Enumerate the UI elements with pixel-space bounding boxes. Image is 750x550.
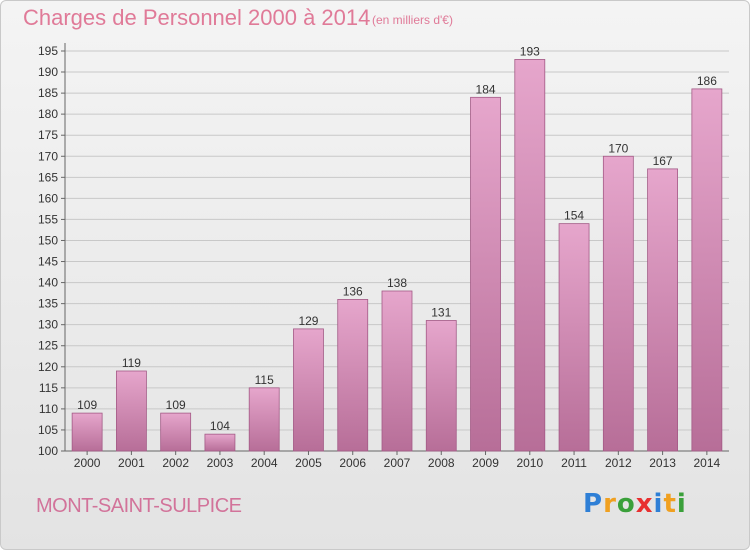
bar-value-label: 154 [564, 209, 584, 223]
x-tick-label: 2013 [649, 456, 676, 470]
y-tick-label: 150 [38, 233, 58, 247]
logo-letter: i [676, 489, 687, 519]
bar [116, 370, 147, 452]
x-tick-label: 2003 [207, 456, 234, 470]
bar-value-label: 109 [166, 398, 186, 412]
bar-value-label: 115 [255, 373, 274, 387]
y-tick-label: 110 [39, 402, 58, 416]
x-tick-label: 2000 [74, 456, 101, 470]
x-tick-label: 2004 [251, 456, 278, 470]
bar [691, 88, 723, 452]
chart-title: Charges de Personnel 2000 à 2014 [23, 5, 371, 30]
bar-value-label: 129 [298, 314, 318, 328]
bar [647, 168, 678, 452]
bar-value-label: 138 [387, 276, 407, 290]
bar [602, 155, 634, 452]
logo-letter: r [603, 489, 617, 519]
x-tick-label: 2006 [339, 456, 366, 470]
bar-value-label: 119 [122, 356, 141, 370]
y-tick-label: 130 [38, 318, 58, 332]
y-tick-label: 115 [39, 381, 58, 395]
y-tick-label: 155 [38, 212, 58, 226]
logo-letter: x [635, 489, 654, 519]
bar [248, 387, 280, 452]
y-tick-label: 140 [38, 276, 58, 290]
bar-value-label: 193 [520, 44, 540, 58]
bar-value-label: 184 [476, 82, 496, 96]
x-tick-label: 2008 [428, 456, 455, 470]
y-tick-label: 160 [38, 191, 58, 205]
bar [71, 412, 103, 452]
bar [558, 223, 590, 452]
y-tick-label: 180 [38, 107, 58, 121]
y-tick-label: 190 [38, 65, 58, 79]
logo-letter: i [653, 489, 664, 519]
bar-value-label: 109 [77, 398, 97, 412]
bar [204, 433, 236, 452]
bar [470, 96, 501, 452]
bar-value-label: 136 [343, 284, 363, 298]
x-tick-label: 2001 [118, 456, 145, 470]
bar-value-label: 167 [653, 154, 673, 168]
bar-value-label: 186 [697, 74, 717, 88]
y-tick-label: 195 [38, 44, 58, 58]
y-tick-label: 100 [38, 444, 58, 458]
y-tick-label: 105 [38, 423, 58, 437]
bar-value-label: 170 [608, 141, 628, 155]
x-tick-label: 2009 [472, 456, 499, 470]
x-tick-label: 2010 [516, 456, 543, 470]
y-tick-label: 185 [38, 86, 58, 100]
y-tick-label: 120 [38, 360, 58, 374]
x-tick-label: 2012 [605, 456, 632, 470]
x-tick-label: 2011 [561, 456, 587, 470]
bar-value-label: 104 [210, 419, 230, 433]
bar [293, 328, 324, 452]
x-tick-label: 2007 [384, 456, 411, 470]
bar [514, 59, 546, 452]
bar-value-label: 131 [431, 305, 451, 319]
y-tick-label: 175 [38, 128, 58, 142]
logo-letter: t [663, 489, 677, 519]
logo-letter: P [583, 489, 604, 519]
y-tick-label: 135 [38, 297, 58, 311]
y-tick-label: 165 [38, 170, 58, 184]
chart-subtitle: (en milliers d'€) [372, 13, 453, 27]
bar [381, 290, 413, 452]
proxiti-logo: Proxiti [583, 489, 687, 519]
y-tick-label: 145 [38, 255, 58, 269]
bar [160, 412, 192, 452]
commune-name: MONT-SAINT-SULPICE [36, 495, 242, 517]
logo-letter: o [616, 489, 636, 519]
y-tick-label: 125 [38, 339, 58, 353]
y-tick-label: 170 [38, 149, 58, 163]
bar [425, 320, 457, 452]
x-tick-label: 2014 [694, 456, 721, 470]
bar [337, 299, 369, 452]
x-tick-label: 2002 [162, 456, 189, 470]
x-tick-label: 2005 [295, 456, 322, 470]
